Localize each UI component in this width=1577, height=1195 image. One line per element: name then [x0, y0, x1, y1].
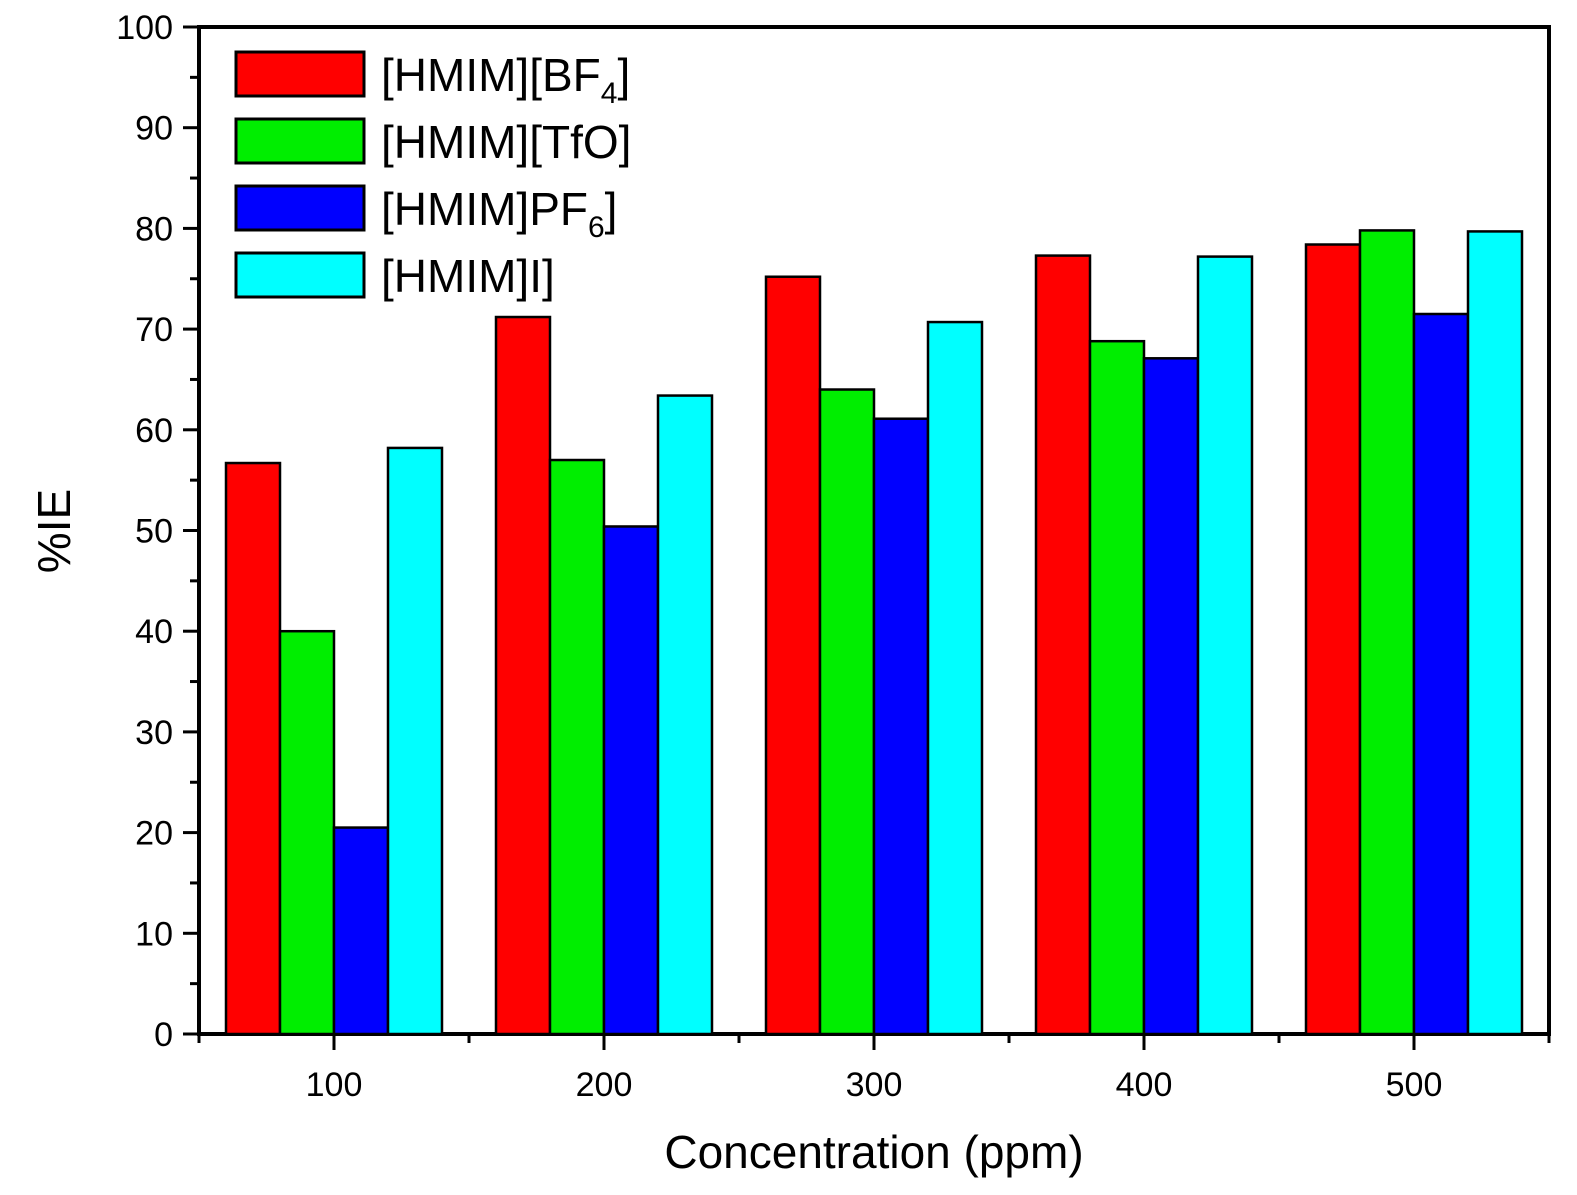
legend-label-4: [HMIM]I]: [381, 250, 555, 302]
bar-4-200: [656, 394, 714, 1036]
bar-4-500: [1466, 230, 1524, 1036]
bar-1-100: [224, 461, 282, 1036]
x-tick-label: 500: [1386, 1066, 1443, 1104]
bar-4-400: [1196, 255, 1254, 1036]
y-tick-label: 0: [154, 1016, 173, 1054]
legend-label-3: [HMIM]PF6]: [381, 183, 617, 244]
legend-label-1: [HMIM][BF4]: [381, 49, 630, 110]
y-tick-label: 60: [135, 412, 173, 450]
legend-swatch-1: [234, 50, 366, 98]
bar-3-100: [332, 826, 390, 1036]
y-tick-label: 80: [135, 210, 173, 248]
axes-group: 0 10 20 30 40 50 60 70 80 90 100 100 200 300 400 500: [116, 9, 1551, 1104]
y-axis-title: %IE: [28, 489, 80, 573]
bar-3-500: [1412, 312, 1470, 1036]
x-axis-title: Concentration (ppm): [664, 1126, 1083, 1178]
legend-swatch-3: [234, 184, 366, 232]
legend: [HMIM][BF4] [HMIM][TfO] [HMIM]PF6] [HMIM]I]: [234, 49, 631, 302]
y-tick-label: 30: [135, 714, 173, 752]
bar-1-400: [1034, 254, 1092, 1036]
y-tick-label: 70: [135, 311, 173, 349]
legend-swatch-2: [234, 117, 366, 165]
x-tick-label: 100: [306, 1066, 363, 1104]
bar-2-400: [1088, 339, 1146, 1036]
x-tick-label: 200: [576, 1066, 633, 1104]
bar-1-300: [764, 275, 822, 1036]
bar-2-500: [1358, 229, 1416, 1036]
bar-3-200: [602, 525, 660, 1036]
bar-4-100: [386, 446, 444, 1036]
bar-4-300: [926, 320, 984, 1036]
x-tick-label: 300: [846, 1066, 903, 1104]
x-tick-label: 400: [1116, 1066, 1173, 1104]
legend-swatch-4: [234, 251, 366, 299]
bar-1-500: [1304, 243, 1362, 1036]
y-tick-label: 40: [135, 613, 173, 651]
bar-3-300: [872, 417, 930, 1036]
y-tick-label: 50: [135, 513, 173, 551]
y-tick-label: 20: [135, 815, 173, 853]
bars-group: [224, 229, 1524, 1036]
y-tick-label: 10: [135, 915, 173, 953]
bar-2-100: [278, 629, 336, 1036]
bar-2-200: [548, 458, 606, 1036]
y-tick-label: 90: [135, 110, 173, 148]
bar-2-300: [818, 388, 876, 1036]
bar-3-400: [1142, 357, 1200, 1036]
y-tick-label: 100: [116, 9, 173, 47]
legend-label-2: [HMIM][TfO]: [381, 116, 631, 168]
bar-1-200: [494, 315, 552, 1036]
